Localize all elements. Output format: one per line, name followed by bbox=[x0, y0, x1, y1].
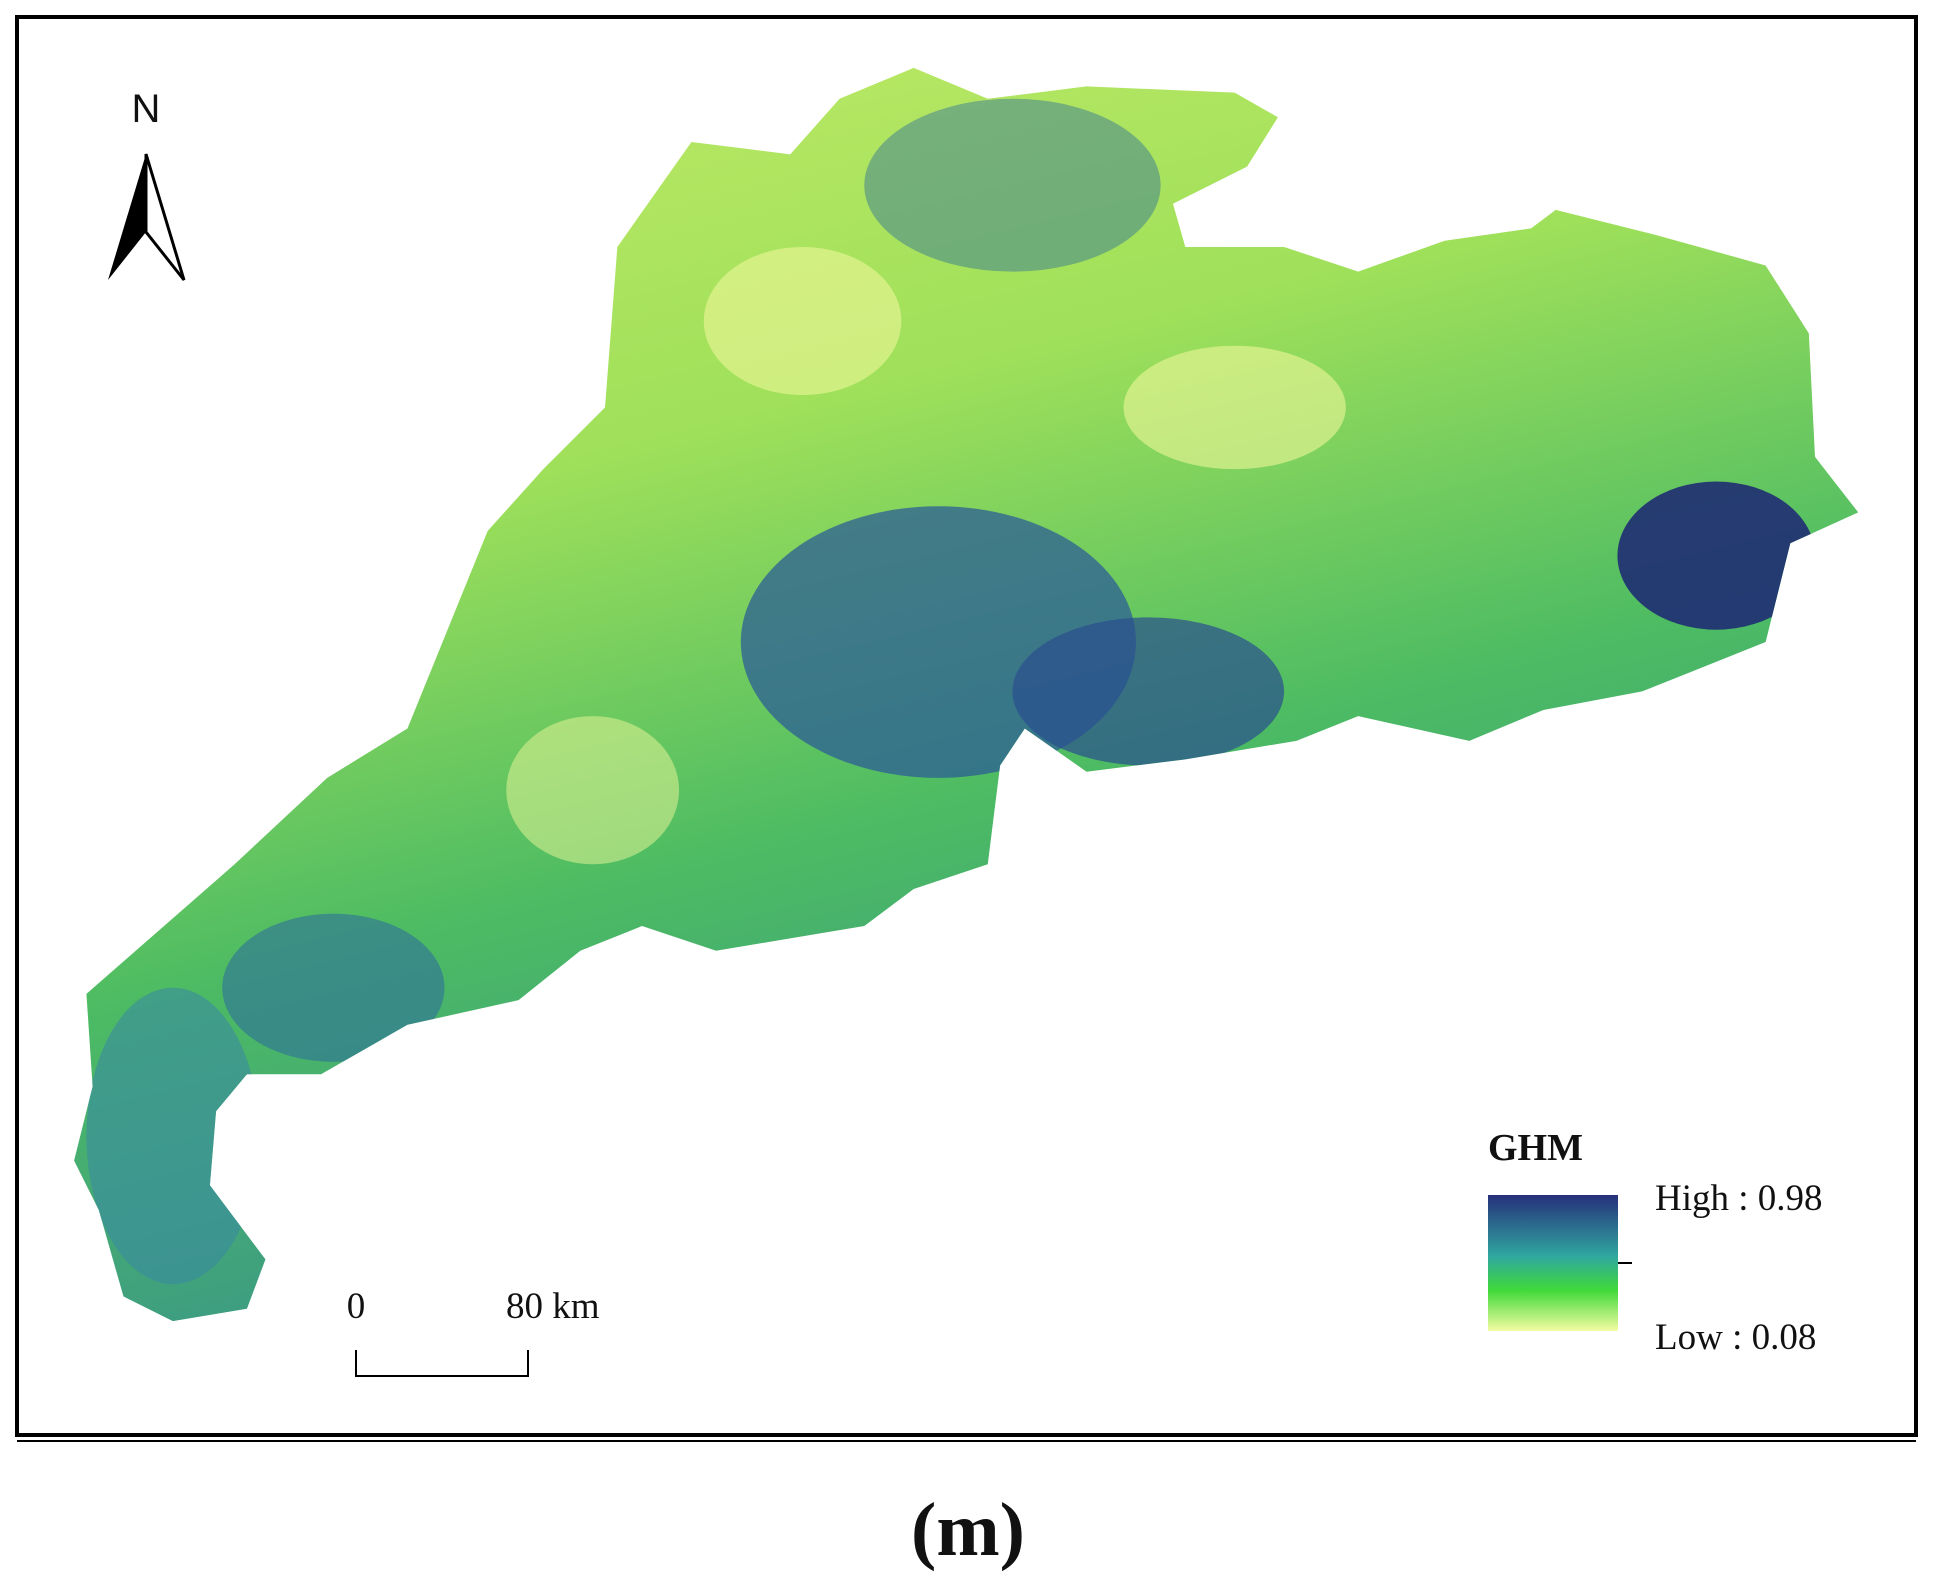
caption: (m) bbox=[911, 1488, 1025, 1572]
legend-title: GHM bbox=[1488, 1127, 1583, 1169]
map-frame bbox=[15, 15, 1918, 1437]
north-label: N bbox=[132, 87, 161, 131]
north-arrow bbox=[144, 153, 186, 281]
legend-ramp bbox=[1488, 1195, 1618, 1331]
scale-start: 0 bbox=[347, 1286, 366, 1327]
scale-bar bbox=[355, 1350, 529, 1377]
north-arrow bbox=[108, 154, 146, 280]
legend-high: High : 0.98 bbox=[1655, 1178, 1823, 1219]
legend-low: Low : 0.08 bbox=[1655, 1317, 1816, 1358]
scale-end: 80 km bbox=[506, 1286, 600, 1327]
